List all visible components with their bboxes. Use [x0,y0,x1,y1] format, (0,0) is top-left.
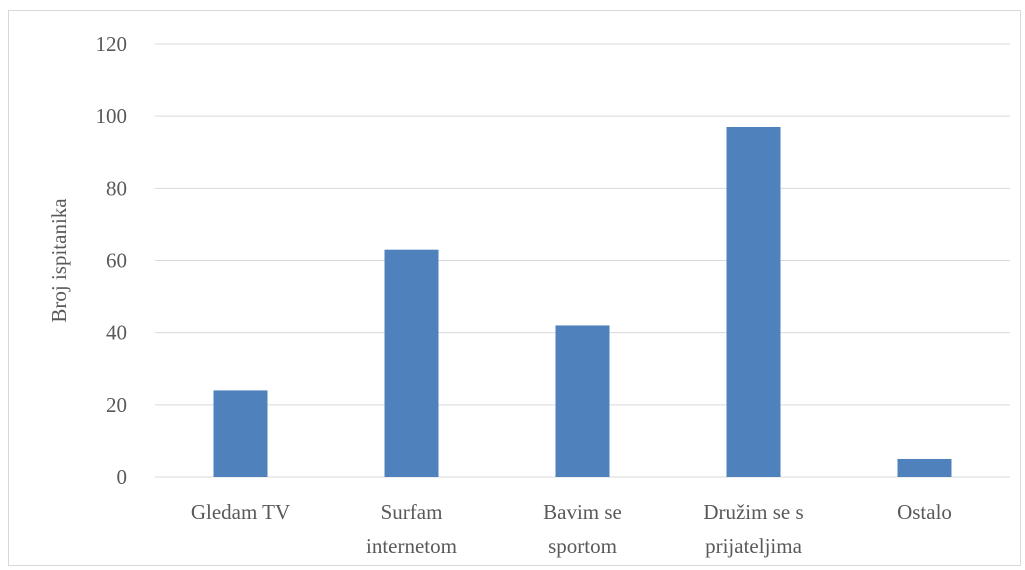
x-category-label: Gledam TV [191,500,290,524]
y-tick-label: 40 [106,321,127,345]
bar-3 [726,126,781,477]
y-tick-label: 80 [106,176,127,200]
bars [213,126,952,477]
x-category-label: Surfam internetom [366,500,457,558]
chart-frame [8,10,1021,566]
y-tick-label: 20 [106,393,127,417]
x-category-label: Bavim se sportom [543,500,622,558]
bar-0 [213,390,268,477]
y-axis-ticks: 0 20 40 60 80 100 120 [96,32,128,489]
y-axis-title: Broj ispitanika [47,198,71,323]
x-category-label: Družim se s prijateljima [703,500,803,558]
y-tick-label: 60 [106,249,127,273]
y-tick-label: 100 [96,104,128,128]
gridlines [155,43,1010,478]
y-tick-label: 0 [117,465,128,489]
y-tick-label: 120 [96,32,128,56]
bar-4 [897,458,952,477]
x-axis-categories: Gledam TV Surfam internetom Bavim se sportom… [191,500,952,558]
bar-1 [384,249,439,477]
bar-2 [555,325,610,477]
x-category-label: Ostalo [897,500,952,524]
